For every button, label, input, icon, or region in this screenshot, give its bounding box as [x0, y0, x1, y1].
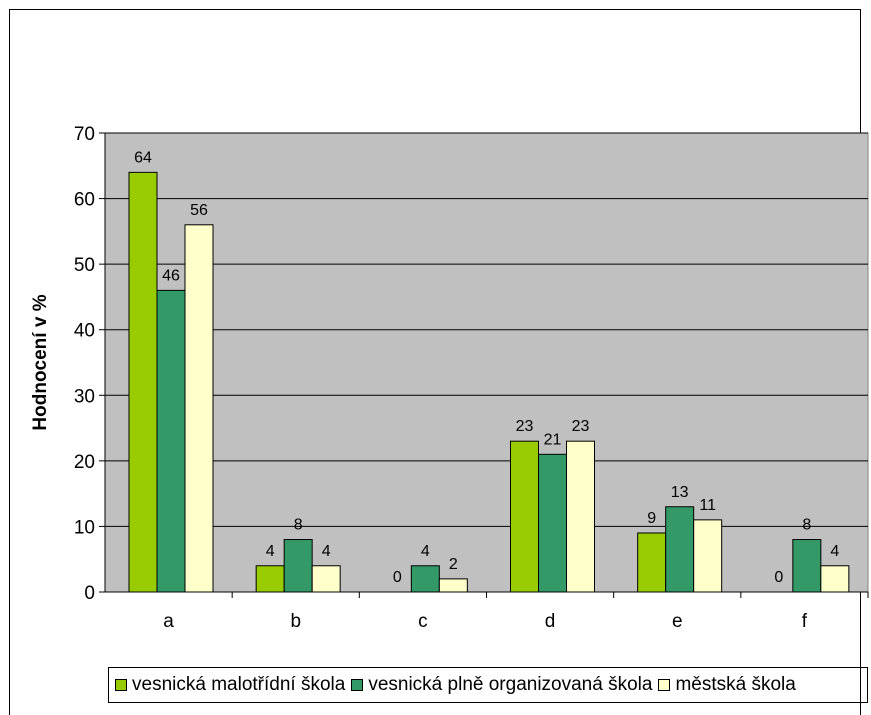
- data-label: 9: [647, 510, 656, 527]
- bar: [637, 532, 667, 593]
- bar: [665, 506, 695, 593]
- bar: [255, 565, 285, 593]
- x-tick-label: a: [163, 611, 174, 632]
- data-label: 0: [393, 569, 402, 586]
- data-label: 21: [544, 431, 562, 448]
- y-tick-label: 60: [74, 190, 95, 211]
- y-tick-label: 70: [74, 124, 95, 145]
- legend-item-series-1: vesnická malotřídní škola: [115, 674, 345, 696]
- data-label: 4: [830, 543, 839, 560]
- data-label: 11: [699, 497, 716, 514]
- bar: [693, 519, 723, 593]
- data-label: 4: [421, 543, 430, 560]
- data-label: 0: [774, 569, 783, 586]
- data-label: 56: [190, 202, 208, 219]
- legend-swatch-series-2: [351, 679, 364, 691]
- bar: [410, 565, 440, 593]
- y-tick-label: 30: [74, 386, 95, 407]
- bar: [128, 171, 158, 593]
- bar: [820, 565, 850, 593]
- legend-item-series-2: vesnická plně organizovaná škola: [351, 674, 652, 696]
- bar: [311, 565, 341, 593]
- data-label: 8: [294, 517, 303, 534]
- bar: [566, 440, 595, 593]
- data-label: 46: [162, 267, 180, 284]
- bar: [510, 440, 539, 593]
- bar: [283, 539, 313, 593]
- data-label: 4: [266, 543, 275, 560]
- bar: [184, 224, 214, 593]
- data-label: 4: [322, 543, 331, 560]
- y-tick-label: 10: [74, 517, 95, 538]
- y-tick-label: 20: [74, 452, 95, 473]
- data-label: 13: [671, 484, 689, 501]
- data-label: 23: [516, 418, 534, 435]
- x-tick-label: d: [545, 611, 556, 632]
- y-axis-label: Hodnocení v %: [30, 294, 51, 430]
- data-label: 23: [572, 418, 590, 435]
- legend-swatch-series-1: [115, 679, 127, 691]
- y-tick-label: 40: [74, 321, 95, 342]
- x-tick-label: b: [290, 611, 301, 632]
- plot-area: [104, 132, 869, 593]
- data-label: 2: [449, 556, 458, 573]
- legend-label-series-1: vesnická malotřídní škola: [132, 674, 346, 695]
- bar: [156, 289, 186, 593]
- bar: [438, 578, 468, 593]
- legend-item-series-3: městská škola: [658, 674, 796, 696]
- data-label: 64: [134, 149, 152, 166]
- legend: vesnická malotřídní škola vesnická plně …: [108, 667, 868, 703]
- data-label: 8: [802, 517, 811, 534]
- x-tick-label: f: [802, 611, 808, 632]
- legend-label-series-3: městská škola: [675, 674, 796, 695]
- y-tick-label: 50: [74, 255, 95, 276]
- x-tick-label: e: [672, 611, 683, 632]
- bar: [538, 453, 567, 593]
- legend-label-series-2: vesnická plně organizovaná škola: [368, 674, 653, 695]
- y-tick-label: 0: [84, 583, 95, 604]
- bar: [792, 539, 822, 593]
- x-tick-label: c: [418, 611, 428, 632]
- legend-swatch-series-3: [658, 679, 671, 691]
